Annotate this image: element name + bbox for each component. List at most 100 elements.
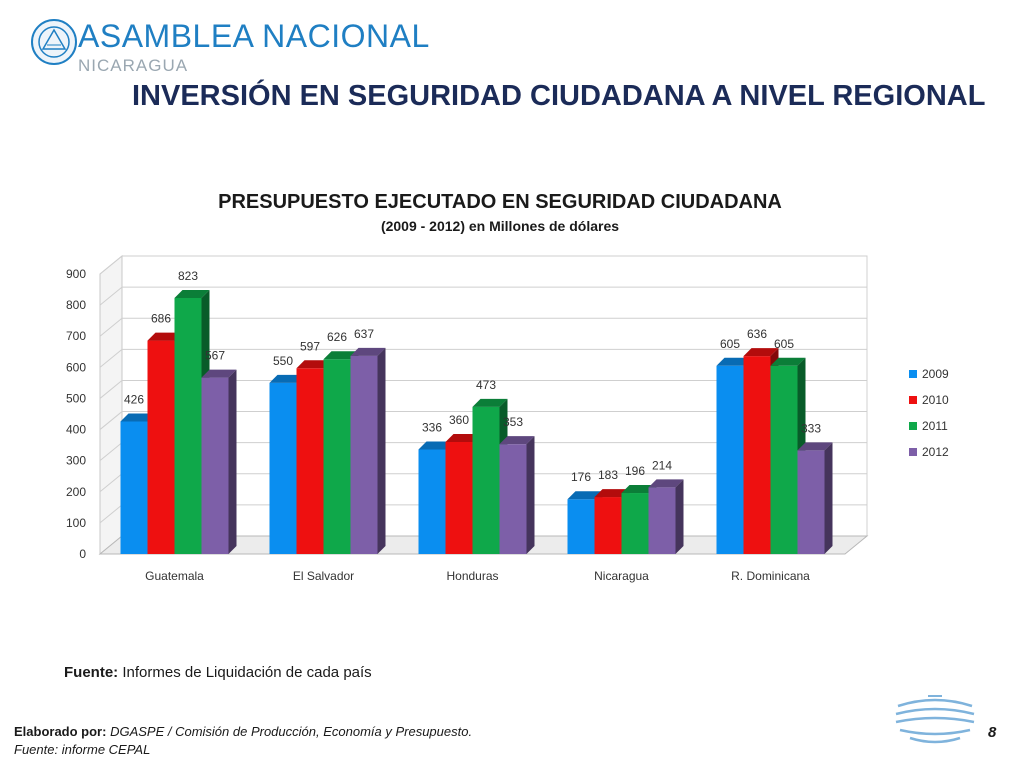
footer-source: Fuente: informe CEPAL bbox=[14, 742, 151, 757]
bar-front bbox=[770, 365, 798, 554]
bar-front bbox=[120, 421, 148, 554]
bar bbox=[797, 442, 833, 554]
legend-label: 2010 bbox=[922, 393, 949, 407]
bar-front bbox=[594, 497, 622, 554]
bar-front bbox=[445, 442, 473, 554]
y-tick-label: 500 bbox=[66, 391, 86, 405]
bar-front bbox=[797, 450, 825, 554]
gridline bbox=[99, 286, 867, 306]
bar-top bbox=[120, 413, 156, 422]
footer-prepared-by: Elaborado por: DGASPE / Comisión de Prod… bbox=[14, 724, 472, 739]
bar-side bbox=[526, 436, 535, 554]
bar-front bbox=[499, 444, 527, 554]
bar-top bbox=[594, 489, 630, 498]
bar-side bbox=[377, 347, 386, 554]
gridline bbox=[99, 411, 867, 430]
data-label: 567 bbox=[205, 349, 225, 363]
y-tick-label: 100 bbox=[66, 516, 86, 530]
y-tick-label: 200 bbox=[66, 485, 86, 499]
chart-title: PRESUPUESTO EJECUTADO EN SEGURIDAD CIUDA… bbox=[218, 191, 782, 213]
bar bbox=[350, 347, 386, 554]
data-label: 214 bbox=[652, 458, 672, 472]
y-tick-label: 400 bbox=[66, 423, 86, 437]
bar-top bbox=[445, 434, 481, 442]
bar-side bbox=[824, 442, 833, 554]
footer-by-text: DGASPE / Comisión de Producción, Economí… bbox=[106, 724, 473, 739]
data-label: 333 bbox=[801, 421, 821, 435]
page-number: 8 bbox=[988, 724, 997, 741]
org-name: ASAMBLEA NACIONAL bbox=[78, 18, 430, 54]
y-tick-label: 0 bbox=[79, 547, 86, 561]
bar-top bbox=[567, 491, 603, 500]
data-label: 605 bbox=[720, 337, 740, 351]
bar-top bbox=[418, 441, 454, 450]
footer-by-label: Elaborado por: bbox=[14, 724, 107, 739]
y-tick-label: 600 bbox=[66, 360, 86, 374]
chart-side-wall bbox=[99, 254, 123, 556]
x-tick-label: R. Dominicana bbox=[731, 569, 810, 583]
legend-swatch bbox=[909, 448, 917, 456]
gridline bbox=[99, 379, 867, 399]
bar-front bbox=[350, 355, 378, 554]
bar-front bbox=[648, 487, 676, 554]
bar-top bbox=[648, 479, 684, 488]
bar-top bbox=[743, 348, 779, 357]
bar-top bbox=[350, 347, 386, 356]
bar-front bbox=[147, 340, 175, 554]
bar-front bbox=[743, 356, 771, 554]
bar-front bbox=[567, 499, 595, 554]
data-label: 597 bbox=[300, 339, 320, 353]
source-label: Fuente: bbox=[64, 664, 119, 681]
data-label: 637 bbox=[354, 327, 374, 341]
bar-front bbox=[269, 382, 297, 554]
bar-front bbox=[716, 365, 744, 554]
y-tick-label: 800 bbox=[66, 298, 86, 312]
bar-top bbox=[269, 374, 305, 383]
bar-front bbox=[201, 377, 229, 554]
bar bbox=[648, 479, 684, 554]
bar-front bbox=[174, 297, 202, 554]
y-tick-label: 700 bbox=[66, 329, 86, 343]
national-seal-icon bbox=[31, 19, 77, 65]
source-text: Informes de Liquidación de cada país bbox=[118, 664, 372, 681]
legend-swatch bbox=[909, 396, 917, 404]
bar-top bbox=[716, 357, 752, 366]
data-label: 353 bbox=[503, 415, 523, 429]
plot-area: 0 100 200 300 400 500 600 700 800 900 Guatemala El … bbox=[66, 254, 869, 583]
bar-front bbox=[418, 449, 446, 554]
legend-label: 2009 bbox=[922, 367, 949, 381]
data-label: 336 bbox=[422, 420, 442, 434]
data-label: 626 bbox=[327, 330, 347, 344]
bar-front bbox=[323, 359, 351, 554]
bar-front bbox=[472, 406, 500, 554]
legend-swatch bbox=[909, 422, 917, 430]
bar bbox=[499, 436, 535, 554]
header-logo: ASAMBLEA NACIONAL NICARAGUA bbox=[26, 12, 429, 78]
bar-top bbox=[323, 351, 359, 360]
bar-side bbox=[228, 369, 237, 554]
legend-label: 2012 bbox=[922, 445, 949, 459]
y-tick-label: 300 bbox=[66, 454, 86, 468]
bar-top bbox=[621, 485, 657, 494]
x-tick-label: Guatemala bbox=[145, 569, 204, 583]
legend-swatch bbox=[909, 370, 917, 378]
data-label: 823 bbox=[178, 269, 198, 283]
gridline bbox=[99, 348, 867, 368]
chart-subtitle: (2009 - 2012) en Millones de dólares bbox=[381, 218, 619, 234]
data-label: 473 bbox=[476, 378, 496, 392]
bar-top bbox=[296, 360, 332, 369]
data-label: 636 bbox=[747, 327, 767, 341]
x-tick-label: El Salvador bbox=[293, 569, 354, 583]
bar-top bbox=[201, 369, 237, 378]
bar-front bbox=[621, 493, 649, 554]
bar-side bbox=[675, 479, 684, 554]
bar-top bbox=[499, 436, 535, 445]
source-note: Fuente: Informes de Liquidación de cada … bbox=[64, 664, 372, 681]
bar-front bbox=[296, 368, 324, 554]
data-label: 426 bbox=[124, 392, 144, 406]
assembly-arc-logo-icon bbox=[895, 695, 975, 744]
org-subtitle: NICARAGUA bbox=[78, 56, 189, 75]
data-label: 176 bbox=[571, 470, 591, 484]
data-label: 605 bbox=[774, 337, 794, 351]
